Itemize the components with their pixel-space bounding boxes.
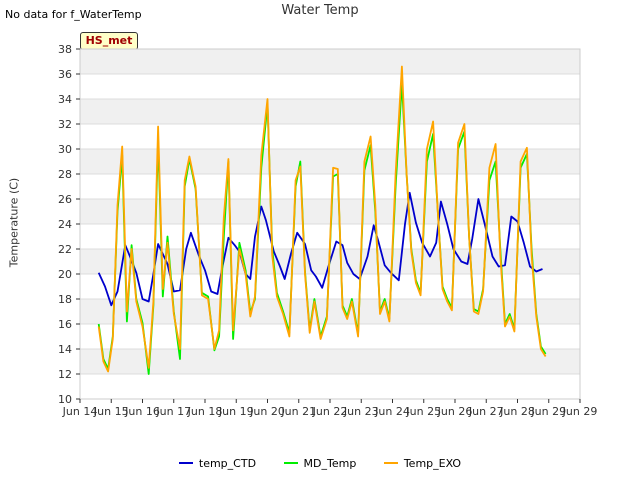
y-tick-label: 38: [58, 43, 72, 56]
y-tick-label: 34: [58, 93, 72, 106]
y-tick-label: 10: [58, 393, 72, 406]
legend-swatch-temp-ctd: [178, 462, 193, 464]
legend-item-temp-ctd: temp_CTD: [178, 456, 257, 470]
legend-swatch-temp-exo: [383, 462, 398, 464]
y-tick-label: 20: [58, 268, 72, 281]
y-tick-label: 28: [58, 168, 72, 181]
series-line-temp-ctd: [97, 191, 543, 307]
station-badge: HS_met: [80, 32, 138, 50]
legend: temp_CTD MD_Temp Temp_EXO: [0, 454, 640, 470]
grid-band: [80, 49, 580, 74]
y-tick-label: 26: [58, 193, 72, 206]
no-data-note: No data for f_WaterTemp: [5, 8, 142, 21]
legend-swatch-md-temp: [283, 462, 298, 464]
grid-band: [80, 149, 580, 174]
y-tick-label: 36: [58, 68, 72, 81]
y-tick-label: 16: [58, 318, 72, 331]
x-tick-label: Jun 26: [437, 405, 473, 418]
legend-label-temp-exo: Temp_EXO: [403, 456, 462, 470]
x-tick-label: Jun 22: [312, 405, 348, 418]
grid-band: [80, 199, 580, 224]
legend-item-temp-exo: Temp_EXO: [383, 456, 462, 470]
x-tick-label: Jun 29: [562, 405, 598, 418]
y-axis-ticks: 10 12 14 16 18 20 22 24 26 28 30 32 34 36 38: [58, 43, 80, 406]
x-tick-label: Jun 21: [280, 405, 316, 418]
legend-item-md-temp: MD_Temp: [283, 456, 357, 470]
legend-label-md-temp: MD_Temp: [303, 456, 357, 470]
y-tick-label: 12: [58, 368, 72, 381]
x-tick-label: Jun 28: [499, 405, 535, 418]
x-tick-label: Jun 19: [218, 405, 254, 418]
x-tick-label: Jun 15: [93, 405, 129, 418]
series-lines: [97, 65, 547, 375]
x-tick-label: Jun 14: [62, 405, 98, 418]
y-tick-label: 18: [58, 293, 72, 306]
x-tick-label: Jun 29: [530, 405, 566, 418]
x-tick-label: Jun 24: [374, 405, 410, 418]
series-line-temp-exo: [97, 65, 547, 373]
legend-label-temp-ctd: temp_CTD: [198, 456, 257, 470]
grid-band: [80, 299, 580, 324]
x-tick-label: Jun 25: [405, 405, 441, 418]
y-tick-label: 30: [58, 143, 72, 156]
y-tick-label: 32: [58, 118, 72, 131]
x-tick-label: Jun 27: [468, 405, 504, 418]
x-tick-label: Jun 17: [155, 405, 191, 418]
x-tick-label: Jun 16: [124, 405, 160, 418]
chart-title: Water Temp: [281, 3, 359, 18]
grid-band: [80, 99, 580, 124]
x-tick-label: Jun 23: [343, 405, 379, 418]
y-tick-label: 24: [58, 218, 72, 231]
x-tick-label: Jun 20: [249, 405, 285, 418]
y-tick-label: 14: [58, 343, 72, 356]
x-tick-label: Jun 18: [187, 405, 223, 418]
y-tick-label: 22: [58, 243, 72, 256]
grid-band: [80, 349, 580, 374]
grid-bands: [80, 49, 580, 374]
